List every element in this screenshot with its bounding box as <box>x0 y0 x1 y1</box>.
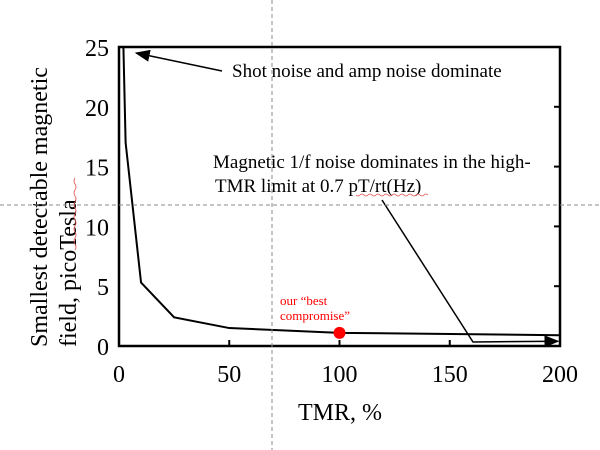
x-tick-label: 150 <box>432 362 468 388</box>
spellcheck-underline <box>73 177 77 251</box>
x-tick-label: 100 <box>322 362 358 388</box>
annotation-arrow-shot-noise <box>134 49 223 72</box>
y-tick-label: 0 <box>97 335 109 361</box>
marks <box>122 46 561 348</box>
y-axis-label-line2: field, picoTesla <box>56 199 82 347</box>
y-axis-label-line1: Smallest detectable magnetic <box>27 67 53 347</box>
axes <box>117 45 562 348</box>
y-tick-label: 15 <box>85 156 109 182</box>
y-tick-label: 25 <box>85 36 109 62</box>
annotation-1f-noise-line2: TMR limit at 0.7 pT/rt(Hz) <box>215 176 421 197</box>
y-tick-label: 10 <box>85 215 109 241</box>
x-tick-label: 200 <box>542 362 578 388</box>
best-compromise-label-line2: compromise” <box>280 308 350 323</box>
x-axis-label: TMR, % <box>298 400 382 426</box>
spellcheck-underline <box>355 193 429 197</box>
best-compromise-point <box>333 326 346 339</box>
labels: 0 50 100 150 200 0 5 10 15 20 25 TMR, % Smallest det… <box>27 36 578 426</box>
annotation-1f-noise-line1: Magnetic 1/f noise dominates in the high… <box>213 152 531 173</box>
x-tick-label: 50 <box>217 362 241 388</box>
x-tick-label: 0 <box>113 362 125 388</box>
annotation-shot-noise: Shot noise and amp noise dominate <box>232 61 502 82</box>
annotation-arrow-1f-noise <box>381 199 560 348</box>
best-compromise-label-line1: our “best <box>280 293 328 308</box>
y-tick-label: 5 <box>97 275 109 301</box>
y-tick-label: 20 <box>85 96 109 122</box>
